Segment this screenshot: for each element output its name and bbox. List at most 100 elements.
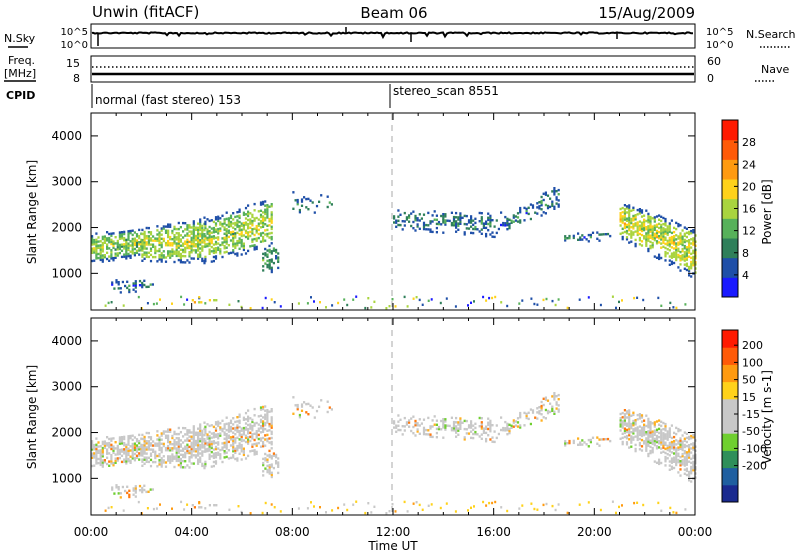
echo-cell xyxy=(470,420,473,423)
echo-cell xyxy=(247,222,250,226)
echo-cell xyxy=(296,408,299,411)
echo-cell xyxy=(244,434,248,437)
echo-cell xyxy=(685,235,688,239)
echo-cell xyxy=(408,214,411,217)
echo-cell xyxy=(175,244,178,247)
echo-cell xyxy=(119,492,122,495)
echo-cell xyxy=(125,255,128,258)
echo-cell xyxy=(186,232,189,235)
echo-cell xyxy=(242,426,245,430)
echo-cell xyxy=(141,259,144,262)
echo-cell xyxy=(249,435,252,439)
echo-cell xyxy=(140,249,143,252)
echo-cell xyxy=(266,216,269,219)
echo-cell xyxy=(253,442,256,446)
ground-scatter-cell xyxy=(615,306,617,310)
echo-cell xyxy=(259,439,263,442)
echo-cell xyxy=(604,438,607,441)
echo-cell xyxy=(647,239,650,242)
echo-cell xyxy=(262,428,265,431)
echo-cell xyxy=(177,232,180,235)
echo-cell xyxy=(677,471,680,474)
echo-cell xyxy=(675,455,678,458)
echo-cell xyxy=(690,246,693,249)
echo-cell xyxy=(677,253,680,257)
echo-cell xyxy=(255,247,258,251)
echo-cell xyxy=(184,246,187,250)
echo-cell xyxy=(634,242,637,246)
echo-cell xyxy=(162,444,165,448)
echo-cell xyxy=(470,219,473,222)
echo-cell xyxy=(257,210,260,213)
echo-cell xyxy=(154,245,157,248)
echo-cell xyxy=(294,199,297,202)
echo-cell xyxy=(685,256,688,259)
echo-cell xyxy=(212,460,215,464)
echo-cell xyxy=(655,256,659,259)
echo-cell xyxy=(182,435,185,438)
echo-cell xyxy=(217,242,220,245)
ground-scatter-cell xyxy=(521,504,524,507)
echo-cell xyxy=(190,445,193,449)
echo-cell xyxy=(303,401,306,404)
echo-cell xyxy=(182,426,185,430)
echo-cell xyxy=(485,226,488,230)
echo-cell xyxy=(147,251,150,254)
echo-cell xyxy=(632,208,635,212)
echo-cell xyxy=(192,443,195,447)
echo-cell xyxy=(156,260,159,263)
echo-cell xyxy=(463,427,466,431)
echo-cell xyxy=(106,448,109,451)
echo-cell xyxy=(474,422,477,425)
echo-cell xyxy=(91,249,94,252)
echo-cell xyxy=(156,229,159,232)
echo-cell xyxy=(609,439,612,443)
echo-cell xyxy=(251,445,254,448)
echo-cell xyxy=(485,232,488,236)
echo-cell xyxy=(677,222,680,226)
echo-cell xyxy=(188,449,191,453)
echo-cell xyxy=(673,235,676,238)
echo-cell xyxy=(549,402,552,405)
echo-cell xyxy=(154,249,157,253)
echo-cell xyxy=(266,253,269,256)
echo-cell xyxy=(208,504,211,507)
echo-cell xyxy=(506,424,509,428)
echo-cell xyxy=(270,225,273,228)
echo-cell xyxy=(120,233,124,236)
echo-cell xyxy=(685,467,688,470)
echo-cell xyxy=(470,217,473,220)
echo-cell xyxy=(638,212,641,215)
echo-cell xyxy=(625,217,629,220)
echo-cell xyxy=(117,492,120,495)
echo-cell xyxy=(268,244,271,248)
ground-scatter-cell xyxy=(488,296,491,300)
echo-cell xyxy=(123,444,126,447)
echo-cell xyxy=(197,454,200,457)
echo-cell xyxy=(186,234,189,237)
echo-cell xyxy=(221,429,224,433)
echo-cell xyxy=(169,461,172,464)
echo-cell xyxy=(162,430,165,433)
echo-cell xyxy=(167,250,170,253)
echo-cell xyxy=(662,444,665,447)
echo-cell xyxy=(167,440,170,444)
echo-cell xyxy=(668,448,671,451)
echo-cell xyxy=(186,238,189,241)
echo-cell xyxy=(664,228,667,231)
echo-cell xyxy=(636,229,639,232)
echo-cell xyxy=(309,404,312,407)
echo-cell xyxy=(564,440,567,443)
echo-cell xyxy=(244,422,248,425)
echo-cell xyxy=(171,443,174,446)
echo-cell xyxy=(123,460,126,463)
ground-scatter-cell xyxy=(533,302,536,306)
echo-cell xyxy=(277,256,280,259)
echo-cell xyxy=(557,404,560,407)
echo-cell xyxy=(408,425,411,428)
echo-cell xyxy=(247,235,250,238)
echo-cell xyxy=(446,424,449,427)
echo-cell xyxy=(179,258,182,262)
echo-cell xyxy=(182,441,185,444)
